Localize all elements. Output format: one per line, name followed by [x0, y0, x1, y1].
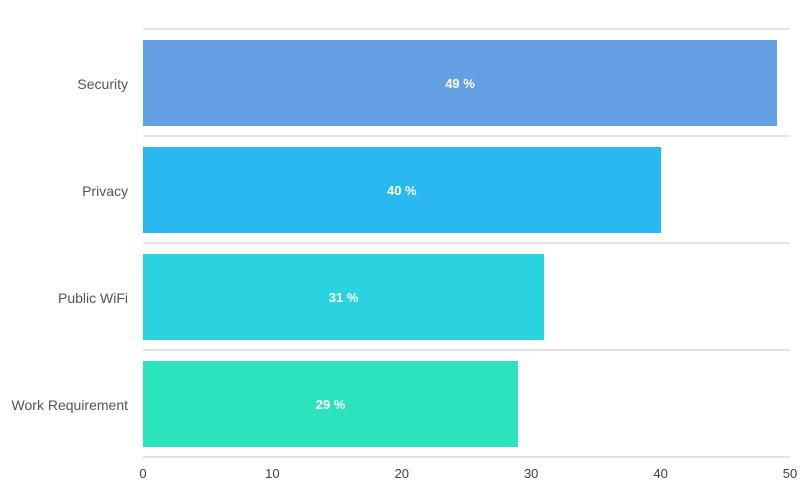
x-tick-label-40: 40 — [653, 466, 668, 481]
x-tick-label-50: 50 — [782, 466, 798, 481]
gridline — [143, 135, 790, 137]
x-tick-label-10: 10 — [265, 466, 280, 481]
bar-value-label-security: 49 % — [445, 75, 475, 91]
x-tick-label-20: 20 — [394, 466, 410, 481]
category-label-work-requirement: Work Requirement — [11, 396, 128, 413]
bar-value-label-public-wifi: 31 % — [328, 289, 359, 305]
bar-value-label-privacy: 40 % — [386, 182, 417, 198]
plot-area: 49 % 40 % 31 % 29 % — [143, 28, 790, 458]
x-tick-label-0: 0 — [139, 466, 147, 481]
gridline — [143, 242, 790, 244]
gridline — [143, 28, 790, 30]
x-axis-line — [143, 456, 790, 458]
bar-privacy[interactable]: 40 % — [143, 147, 661, 233]
bar-public-wifi[interactable]: 31 % — [143, 254, 545, 340]
x-tick-label-30: 30 — [523, 466, 539, 481]
category-label-public-wifi: Public WiFi — [57, 289, 128, 306]
category-label-security: Security — [77, 75, 128, 92]
bar-value-label-work-requirement: 29 % — [315, 396, 346, 412]
bar-security[interactable]: 49 % — [143, 40, 778, 126]
gridline — [143, 349, 790, 351]
bar-work-requirement[interactable]: 29 % — [143, 361, 519, 447]
category-label-privacy: Privacy — [82, 182, 128, 199]
